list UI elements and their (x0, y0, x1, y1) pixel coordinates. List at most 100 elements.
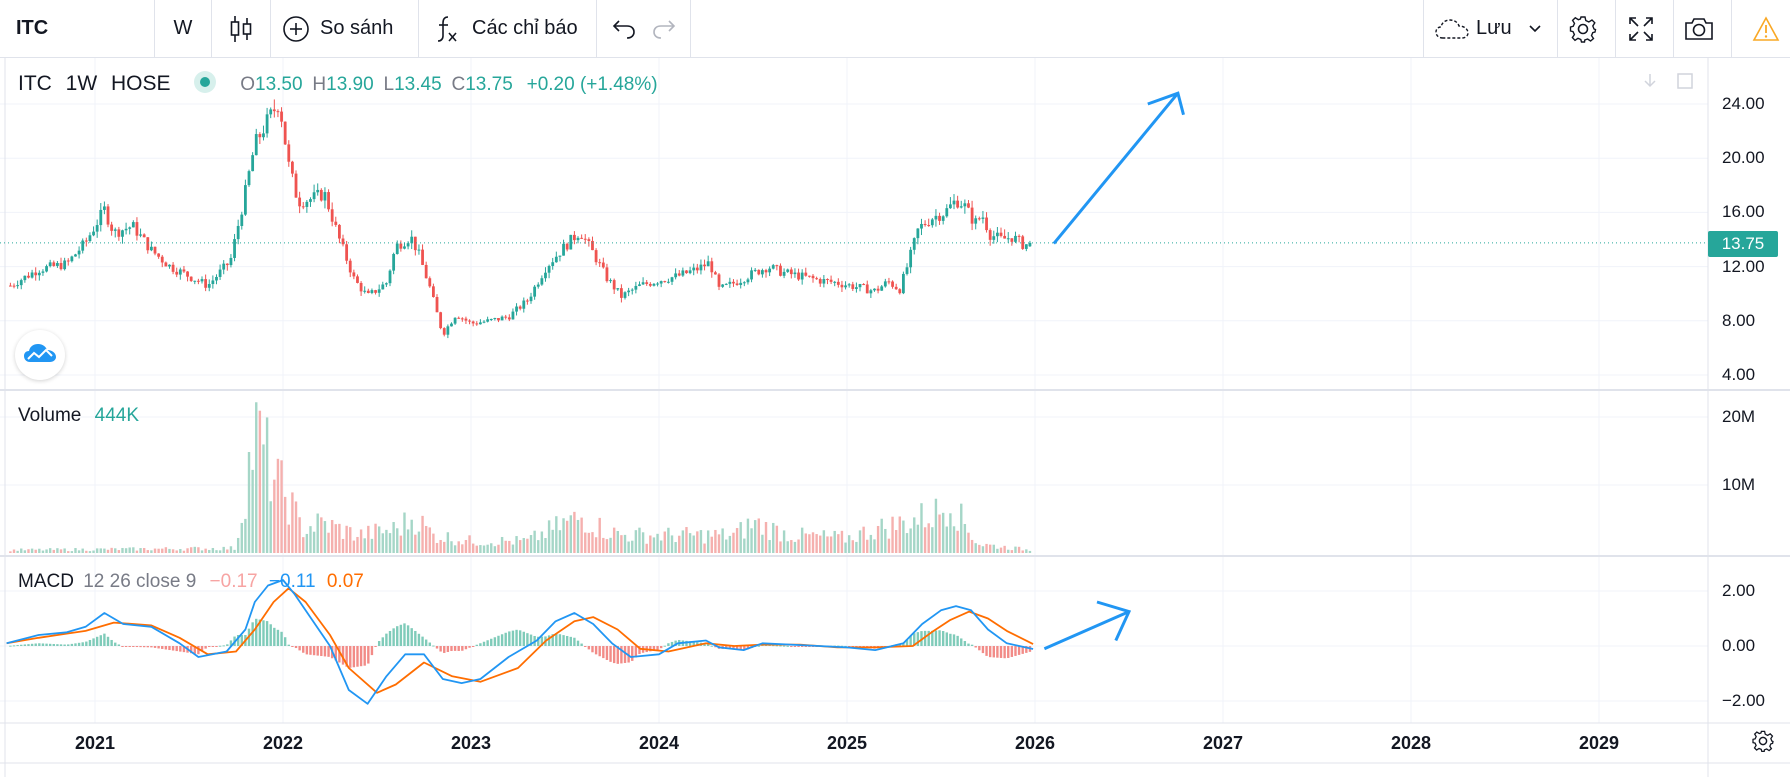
candle-body (489, 318, 493, 320)
candle-body (739, 282, 743, 285)
macd-histogram-bar (269, 624, 272, 646)
save-button[interactable]: Lưu (1434, 0, 1544, 57)
candle-body (526, 300, 529, 302)
candle-body (197, 280, 200, 282)
macd-histogram-bar (714, 646, 717, 648)
sync-icon (1675, 71, 1695, 96)
candle-body (59, 263, 63, 270)
volume-bar (200, 550, 204, 553)
sync-button[interactable] (1672, 70, 1698, 96)
candle-body (269, 109, 273, 115)
volume-bar (323, 521, 327, 553)
candle-body (833, 281, 837, 283)
candle-body (692, 267, 696, 271)
candle-body (150, 246, 153, 251)
interval-button[interactable]: W (155, 0, 211, 57)
candle-body (865, 284, 869, 294)
candle-body (1017, 235, 1021, 237)
compare-button[interactable]: So sánh (282, 0, 417, 57)
time-axis-tick: 2021 (74, 733, 116, 753)
redo-button[interactable] (647, 0, 681, 57)
macd-histogram-bar (623, 646, 627, 663)
candle-body (996, 232, 999, 237)
volume-bar (110, 547, 113, 553)
chart-type-button[interactable] (212, 0, 270, 57)
fullscreen-button[interactable] (1616, 0, 1666, 57)
volume-bar (894, 530, 898, 553)
volume-bar (978, 544, 981, 553)
warning-button[interactable] (1748, 0, 1784, 57)
volume-bar (432, 533, 435, 553)
download-button[interactable] (1637, 70, 1663, 96)
volume-bar (963, 524, 967, 553)
candle-body (515, 306, 518, 312)
symbol-search-button[interactable]: ITC (16, 0, 136, 57)
legend-symbol: ITC (18, 72, 52, 95)
volume-bar (902, 520, 905, 553)
price-legend: ITC 1W HOSE O13.50 H13.90 L13.45 C13.75 … (18, 71, 658, 96)
gear-icon (1751, 729, 1775, 758)
candle-body (862, 284, 866, 286)
trend-arrow-macd[interactable] (1043, 610, 1130, 651)
macd-histogram-bar (435, 646, 439, 649)
volume-bar (573, 511, 576, 553)
volume-bar (356, 536, 359, 553)
undo-button[interactable] (607, 0, 641, 57)
candle-body (77, 250, 81, 255)
macd-histogram-bar (573, 637, 576, 646)
macd-histogram-bar (685, 640, 688, 646)
volume-bar (916, 524, 920, 553)
time-axis-tick: 2025 (826, 733, 868, 753)
candle-body (486, 319, 490, 322)
settings-button[interactable] (1558, 0, 1608, 57)
volume-bar (153, 548, 157, 553)
volume-bar (450, 541, 453, 553)
candle-body (215, 276, 218, 281)
macd-histogram-bar (157, 646, 160, 649)
volume-bar (247, 452, 251, 553)
screenshot-button[interactable] (1674, 0, 1724, 57)
time-axis-tick: 2027 (1202, 733, 1244, 753)
price-axis-tick: 16.00 (1722, 202, 1765, 222)
candle-body (569, 234, 573, 250)
undo-icon (611, 18, 637, 40)
candle-body (222, 263, 226, 270)
candle-body (1028, 242, 1032, 247)
volume-bar (236, 537, 240, 553)
volume-bar (949, 513, 952, 553)
macd-histogram-bar (540, 636, 544, 646)
candle-body (547, 265, 551, 273)
volume-bar (128, 547, 131, 553)
macd-histogram-bar (562, 635, 565, 646)
candle-body (276, 111, 280, 113)
macd-histogram-bar (287, 644, 290, 646)
macd-histogram-bar (70, 643, 74, 646)
volume-bar (732, 532, 735, 553)
candle-body (45, 266, 48, 272)
chart-area[interactable] (0, 58, 1790, 777)
low-label: L (383, 74, 395, 95)
volume-bar (797, 539, 800, 553)
indicators-button[interactable]: Các chỉ báo (434, 0, 594, 57)
candle-body (620, 288, 623, 298)
volume-bar (696, 531, 699, 553)
volume-bar (620, 535, 623, 553)
axis-settings-button[interactable] (1748, 728, 1778, 758)
volume-value: 444K (94, 405, 140, 426)
macd-histogram-bar (945, 632, 948, 646)
trend-arrow-price[interactable] (1052, 92, 1180, 245)
volume-legend: Volume 444K (18, 405, 139, 427)
volume-bar (52, 549, 55, 553)
candle-body (92, 231, 95, 236)
tradingview-logo[interactable] (15, 330, 65, 380)
candle-body (258, 134, 262, 138)
candle-body (385, 283, 388, 285)
volume-bar (114, 548, 117, 553)
macd-histogram-bar (612, 646, 616, 664)
volume-bar (941, 512, 945, 553)
volume-bar (862, 526, 865, 553)
candle-body (518, 306, 522, 309)
candle-body (612, 280, 616, 290)
candle-body (99, 209, 103, 226)
volume-bar (565, 520, 569, 553)
